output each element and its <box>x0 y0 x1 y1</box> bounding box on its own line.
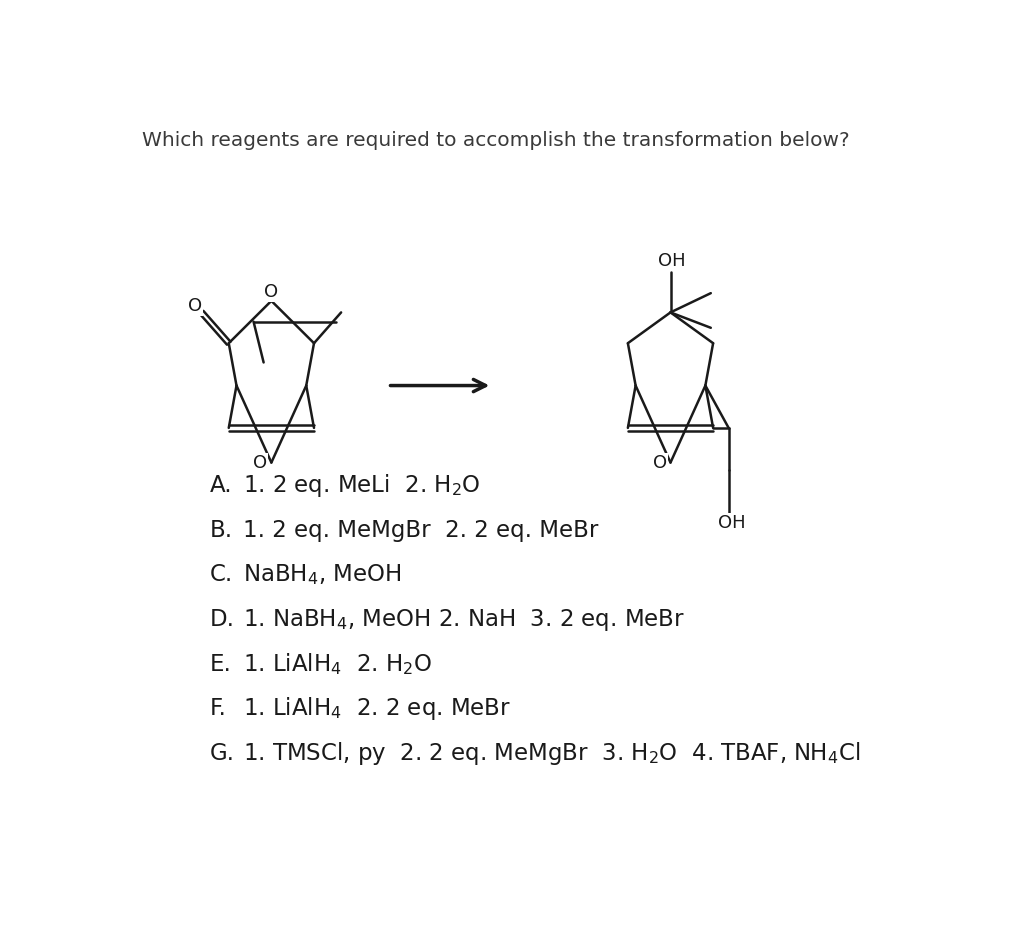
Text: A.: A. <box>209 474 232 497</box>
Text: F.: F. <box>209 698 226 721</box>
Text: NaBH$_4$, MeOH: NaBH$_4$, MeOH <box>243 563 401 587</box>
Text: C.: C. <box>209 564 232 586</box>
Text: 1. 2 eq. MeLi  2. H$_2$O: 1. 2 eq. MeLi 2. H$_2$O <box>243 472 480 499</box>
Text: O: O <box>264 282 279 301</box>
Text: OH: OH <box>718 514 745 532</box>
Text: G.: G. <box>209 742 234 765</box>
Text: D.: D. <box>209 608 234 631</box>
Text: O: O <box>652 453 667 471</box>
Text: Which reagents are required to accomplish the transformation below?: Which reagents are required to accomplis… <box>142 132 850 151</box>
Text: 1. NaBH$_4$, MeOH 2. NaH  3. 2 eq. MeBr: 1. NaBH$_4$, MeOH 2. NaH 3. 2 eq. MeBr <box>243 607 685 633</box>
Text: O: O <box>188 297 203 315</box>
Text: 1. TMSCl, py  2. 2 eq. MeMgBr  3. H$_2$O  4. TBAF, NH$_4$Cl: 1. TMSCl, py 2. 2 eq. MeMgBr 3. H$_2$O 4… <box>243 741 860 767</box>
Text: 1. LiAlH$_4$  2. 2 eq. MeBr: 1. LiAlH$_4$ 2. 2 eq. MeBr <box>243 696 511 723</box>
Text: E.: E. <box>209 653 231 676</box>
Text: 1. 2 eq. MeMgBr  2. 2 eq. MeBr: 1. 2 eq. MeMgBr 2. 2 eq. MeBr <box>243 519 598 541</box>
Text: OH: OH <box>658 252 686 270</box>
Text: 1. LiAlH$_4$  2. H$_2$O: 1. LiAlH$_4$ 2. H$_2$O <box>243 652 432 677</box>
Text: B.: B. <box>209 519 232 541</box>
Text: O: O <box>254 453 267 471</box>
